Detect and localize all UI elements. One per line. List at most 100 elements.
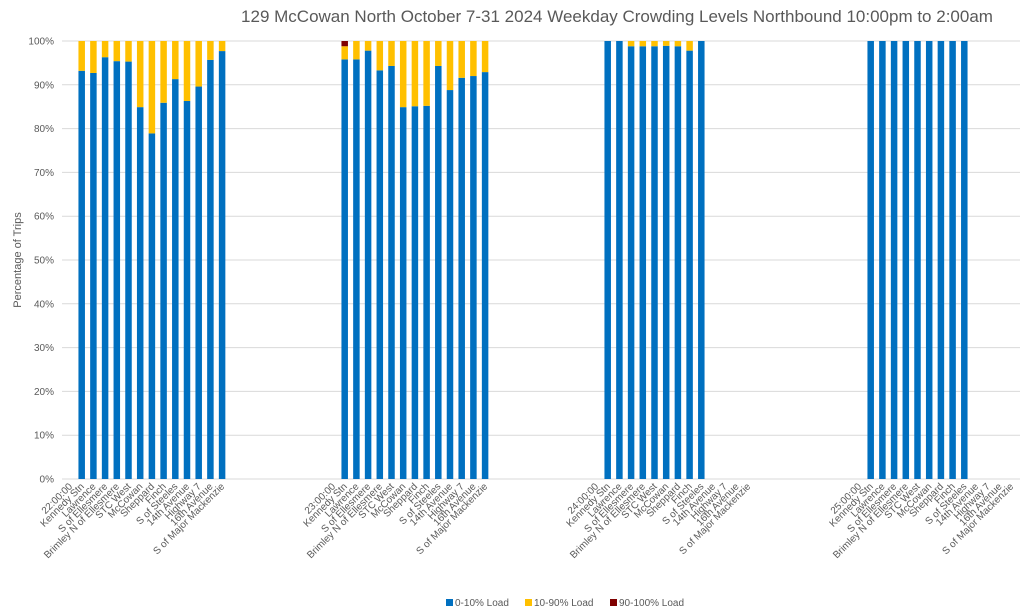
legend-swatch (446, 599, 453, 606)
bar-segment-10-90 (101, 41, 109, 58)
bar-segment-0-10 (435, 65, 442, 479)
bar-segment-0-10 (627, 46, 635, 479)
bar-segment-10-90 (674, 41, 682, 47)
bar-segment-0-10 (172, 79, 179, 479)
bar-segment-0-10 (481, 72, 489, 480)
bar-segment-10-90 (481, 41, 489, 73)
bar-segment-0-10 (195, 86, 202, 479)
bar-segment-10-90 (218, 41, 226, 52)
bar-segment-0-10 (674, 46, 682, 479)
legend-label: 10-90% Load (534, 598, 594, 609)
bar-segment-0-10 (914, 41, 921, 479)
bar-segment-10-90 (160, 41, 167, 103)
gridlines (62, 40, 1020, 480)
bar-segment-0-10 (604, 41, 611, 479)
chart-title: 129 McCowan North October 7-31 2024 Week… (241, 7, 993, 26)
bar-segment-10-90 (458, 41, 465, 78)
bar-segment-0-10 (639, 46, 647, 479)
bar-segment-10-90 (78, 41, 85, 71)
bar-segment-0-10 (218, 51, 226, 479)
bar-segment-0-10 (686, 50, 693, 480)
bar-segment-0-10 (867, 41, 874, 479)
bar-segment-0-10 (902, 41, 910, 479)
bar-segment-10-90 (136, 41, 144, 108)
bars (78, 41, 968, 480)
bar-segment-10-90 (195, 41, 202, 87)
bar-segment-0-10 (616, 41, 623, 479)
legend-swatch (525, 599, 532, 606)
y-axis-label: Percentage of Trips (12, 212, 24, 308)
y-tick-label: 0% (40, 475, 55, 486)
y-tick-label: 60% (34, 212, 54, 223)
bar-segment-0-10 (879, 41, 886, 479)
bar-segment-10-90 (446, 41, 454, 91)
bar-segment-0-10 (662, 45, 670, 480)
bar-segment-10-90 (470, 41, 477, 77)
bar-segment-10-90 (90, 41, 97, 73)
bar-segment-10-90 (172, 41, 179, 80)
bar-segment-0-10 (651, 46, 658, 479)
y-axis-ticks: 0% 10% 20% 30% 40% 50% 60% 70% 80% 90% 100% (28, 37, 54, 486)
bar-segment-0-10 (890, 41, 898, 479)
bar-segment-10-90 (353, 41, 360, 60)
bar-segment-10-90 (113, 41, 121, 62)
bar-segment-0-10 (341, 59, 348, 480)
y-tick-label: 10% (34, 431, 54, 442)
bar-segment-10-90 (662, 41, 670, 46)
bar-segment-10-90 (388, 41, 395, 66)
bar-segment-0-10 (937, 41, 945, 479)
bar-segment-0-10 (399, 107, 407, 479)
y-tick-label: 30% (34, 343, 54, 354)
bar-segment-10-90 (435, 41, 442, 66)
bar-segment-0-10 (160, 102, 167, 480)
bar-segment-0-10 (925, 41, 933, 479)
bar-segment-0-10 (470, 76, 477, 479)
bar-segment-0-10 (207, 59, 214, 480)
bar-segment-0-10 (78, 70, 85, 479)
y-tick-label: 100% (28, 37, 54, 48)
bar-segment-0-10 (411, 106, 419, 480)
bar-segment-0-10 (961, 41, 968, 479)
bar-segment-0-10 (423, 105, 430, 479)
bar-segment-10-90 (341, 46, 348, 60)
bar-segment-10-90 (686, 41, 693, 51)
y-tick-label: 90% (34, 80, 54, 91)
bar-segment-0-10 (353, 59, 360, 480)
bar-segment-0-10 (148, 133, 156, 479)
bar-segment-0-10 (90, 72, 97, 479)
bar-segment-0-10 (949, 41, 956, 479)
bar-segment-10-90 (423, 41, 430, 106)
bar-segment-10-90 (364, 41, 372, 51)
bar-segment-0-10 (136, 107, 144, 479)
legend-swatch (610, 599, 617, 606)
legend: 0-10% Load 10-90% Load 90-100% Load (446, 598, 684, 609)
bar-segment-0-10 (101, 57, 109, 480)
y-tick-label: 50% (34, 256, 54, 267)
bar-segment-10-90 (376, 41, 384, 71)
bar-segment-10-90 (148, 41, 156, 134)
bar-segment-10-90 (411, 41, 419, 107)
legend-label: 0-10% Load (455, 598, 509, 609)
bar-segment-10-90 (627, 41, 635, 47)
bar-segment-10-90 (639, 41, 647, 47)
bar-segment-10-90 (125, 41, 132, 62)
y-tick-label: 40% (34, 299, 54, 310)
bar-segment-0-10 (698, 41, 705, 479)
bar-segment-0-10 (364, 50, 372, 480)
bar-segment-0-10 (446, 90, 454, 479)
y-tick-label: 70% (34, 168, 54, 179)
bar-segment-0-10 (113, 61, 121, 479)
bar-segment-0-10 (125, 61, 132, 479)
legend-label: 90-100% Load (619, 598, 684, 609)
bar-segment-10-90 (651, 41, 658, 47)
bar-segment-10-90 (399, 41, 407, 108)
y-tick-label: 80% (34, 124, 54, 135)
bar-segment-10-90 (183, 41, 191, 102)
bar-segment-90-100 (341, 41, 348, 47)
bar-segment-0-10 (376, 70, 384, 479)
bar-segment-0-10 (183, 101, 191, 480)
y-tick-label: 20% (34, 387, 54, 398)
bar-segment-10-90 (207, 41, 214, 60)
